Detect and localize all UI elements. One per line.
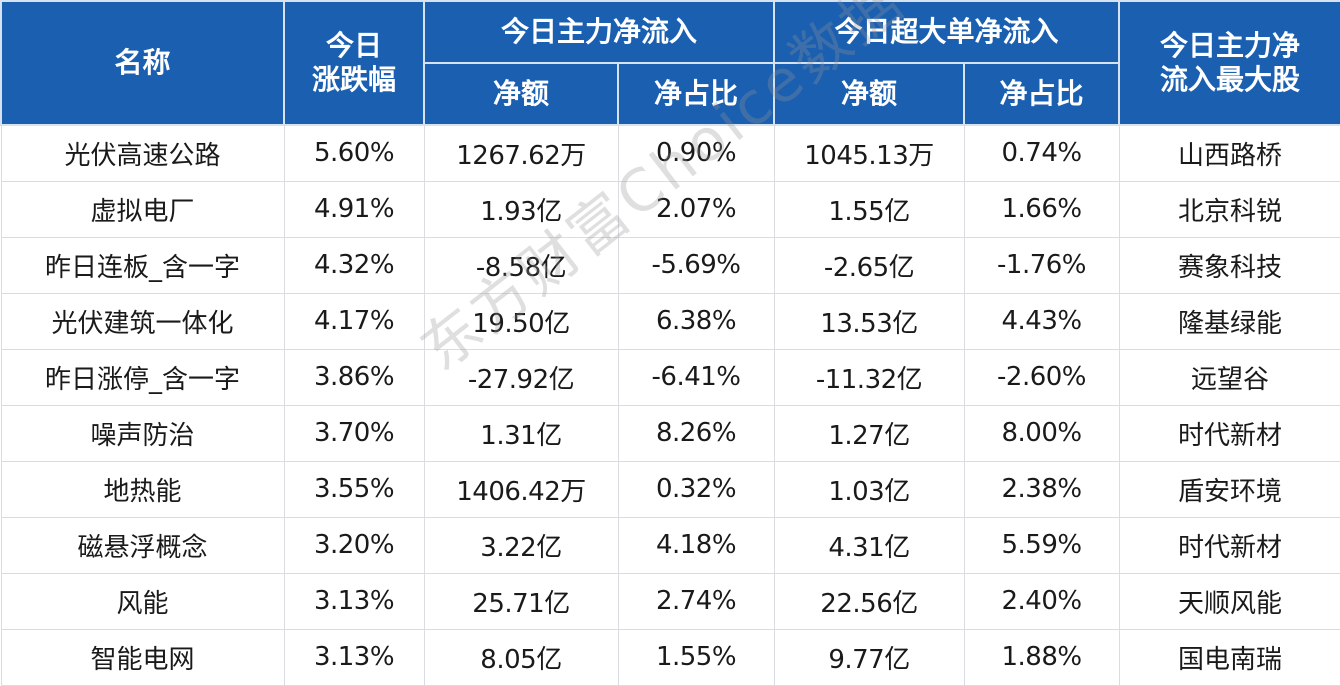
super-net-ratio: 4.43%: [963, 292, 1120, 350]
header-super-net-ratio[interactable]: 净占比: [963, 62, 1121, 126]
super-net-amount: 13.53亿: [773, 292, 965, 350]
super-net-amount: 1.03亿: [773, 460, 965, 518]
header-top-stock[interactable]: 今日主力净 流入最大股: [1118, 0, 1340, 126]
super-net-amount: 22.56亿: [773, 572, 965, 630]
sector-name: 光伏高速公路: [0, 124, 285, 182]
main-net-amount: 19.50亿: [423, 292, 619, 350]
header-change-line1: 今日: [325, 29, 382, 62]
top-stock: 时代新材: [1118, 404, 1340, 462]
header-main-net-ratio[interactable]: 净占比: [616, 62, 776, 126]
change-pct: 4.91%: [283, 180, 425, 238]
table-header: 名称 今日 涨跌幅 今日主力净流入 今日超大单净流入 今日主力净 流入最大股 净…: [0, 0, 1340, 126]
main-net-ratio: 8.26%: [617, 404, 775, 462]
super-net-ratio: 8.00%: [963, 404, 1120, 462]
change-pct: 3.20%: [283, 516, 425, 574]
main-net-ratio: 2.07%: [617, 180, 775, 238]
table-row: 噪声防治 3.70% 1.31亿 8.26% 1.27亿 8.00% 时代新材: [0, 404, 1340, 462]
table-row: 磁悬浮概念 3.20% 3.22亿 4.18% 4.31亿 5.59% 时代新材: [0, 516, 1340, 574]
header-change-line2: 涨跌幅: [311, 63, 396, 96]
main-net-amount: 1.93亿: [423, 180, 619, 238]
sector-name: 地热能: [0, 460, 285, 518]
main-net-amount: 1267.62万: [423, 124, 619, 182]
super-net-amount: -2.65亿: [773, 236, 965, 294]
main-net-ratio: 6.38%: [617, 292, 775, 350]
super-net-ratio: 2.40%: [963, 572, 1120, 630]
table-row: 昨日涨停_含一字 3.86% -27.92亿 -6.41% -11.32亿 -2…: [0, 348, 1340, 406]
change-pct: 4.32%: [283, 236, 425, 294]
main-net-ratio: 0.32%: [617, 460, 775, 518]
main-net-amount: 1406.42万: [423, 460, 619, 518]
table-row: 虚拟电厂 4.91% 1.93亿 2.07% 1.55亿 1.66% 北京科锐: [0, 180, 1340, 238]
main-net-ratio: -6.41%: [617, 348, 775, 406]
sector-name: 虚拟电厂: [0, 180, 285, 238]
header-change[interactable]: 今日 涨跌幅: [283, 0, 425, 126]
super-net-amount: 1.27亿: [773, 404, 965, 462]
main-net-amount: 3.22亿: [423, 516, 619, 574]
main-net-ratio: 2.74%: [617, 572, 775, 630]
super-net-amount: 4.31亿: [773, 516, 965, 574]
main-net-amount: 1.31亿: [423, 404, 619, 462]
header-name[interactable]: 名称: [0, 0, 285, 126]
table-row: 智能电网 3.13% 8.05亿 1.55% 9.77亿 1.88% 国电南瑞: [0, 628, 1340, 686]
super-net-ratio: -2.60%: [963, 348, 1120, 406]
top-stock: 北京科锐: [1118, 180, 1340, 238]
main-net-amount: 8.05亿: [423, 628, 619, 686]
sector-name: 昨日连板_含一字: [0, 236, 285, 294]
main-net-ratio: 0.90%: [617, 124, 775, 182]
main-net-amount: -8.58亿: [423, 236, 619, 294]
top-stock: 盾安环境: [1118, 460, 1340, 518]
top-stock: 隆基绿能: [1118, 292, 1340, 350]
super-net-amount: 1045.13万: [773, 124, 965, 182]
main-net-ratio: 1.55%: [617, 628, 775, 686]
change-pct: 3.13%: [283, 628, 425, 686]
super-net-amount: 1.55亿: [773, 180, 965, 238]
header-main-net-amount[interactable]: 净额: [423, 62, 619, 126]
super-net-ratio: 0.74%: [963, 124, 1120, 182]
header-main-inflow-group: 今日主力净流入: [422, 0, 776, 64]
header-super-net-amount[interactable]: 净额: [773, 62, 966, 126]
super-net-ratio: -1.76%: [963, 236, 1120, 294]
table-row: 光伏建筑一体化 4.17% 19.50亿 6.38% 13.53亿 4.43% …: [0, 292, 1340, 350]
super-net-ratio: 1.88%: [963, 628, 1120, 686]
change-pct: 4.17%: [283, 292, 425, 350]
super-net-ratio: 1.66%: [963, 180, 1120, 238]
change-pct: 3.13%: [283, 572, 425, 630]
main-net-amount: 25.71亿: [423, 572, 619, 630]
header-super-inflow-group: 今日超大单净流入: [773, 0, 1121, 64]
sector-name: 光伏建筑一体化: [0, 292, 285, 350]
sector-name: 噪声防治: [0, 404, 285, 462]
top-stock: 天顺风能: [1118, 572, 1340, 630]
header-top-stock-line2: 流入最大股: [1160, 63, 1301, 96]
change-pct: 3.55%: [283, 460, 425, 518]
table-row: 地热能 3.55% 1406.42万 0.32% 1.03亿 2.38% 盾安环…: [0, 460, 1340, 518]
main-net-amount: -27.92亿: [423, 348, 619, 406]
change-pct: 3.70%: [283, 404, 425, 462]
top-stock: 赛象科技: [1118, 236, 1340, 294]
table-row: 昨日连板_含一字 4.32% -8.58亿 -5.69% -2.65亿 -1.7…: [0, 236, 1340, 294]
table-row: 风能 3.13% 25.71亿 2.74% 22.56亿 2.40% 天顺风能: [0, 572, 1340, 630]
sector-name: 风能: [0, 572, 285, 630]
super-net-amount: -11.32亿: [773, 348, 965, 406]
main-net-ratio: -5.69%: [617, 236, 775, 294]
top-stock: 时代新材: [1118, 516, 1340, 574]
sector-name: 磁悬浮概念: [0, 516, 285, 574]
top-stock: 国电南瑞: [1118, 628, 1340, 686]
table-body: 光伏高速公路 5.60% 1267.62万 0.90% 1045.13万 0.7…: [0, 124, 1340, 686]
main-net-ratio: 4.18%: [617, 516, 775, 574]
change-pct: 5.60%: [283, 124, 425, 182]
header-top-stock-line1: 今日主力净: [1160, 29, 1301, 62]
sector-name: 昨日涨停_含一字: [0, 348, 285, 406]
super-net-amount: 9.77亿: [773, 628, 965, 686]
sector-name: 智能电网: [0, 628, 285, 686]
super-net-ratio: 5.59%: [963, 516, 1120, 574]
change-pct: 3.86%: [283, 348, 425, 406]
top-stock: 山西路桥: [1118, 124, 1340, 182]
super-net-ratio: 2.38%: [963, 460, 1120, 518]
top-stock: 远望谷: [1118, 348, 1340, 406]
table-row: 光伏高速公路 5.60% 1267.62万 0.90% 1045.13万 0.7…: [0, 124, 1340, 182]
